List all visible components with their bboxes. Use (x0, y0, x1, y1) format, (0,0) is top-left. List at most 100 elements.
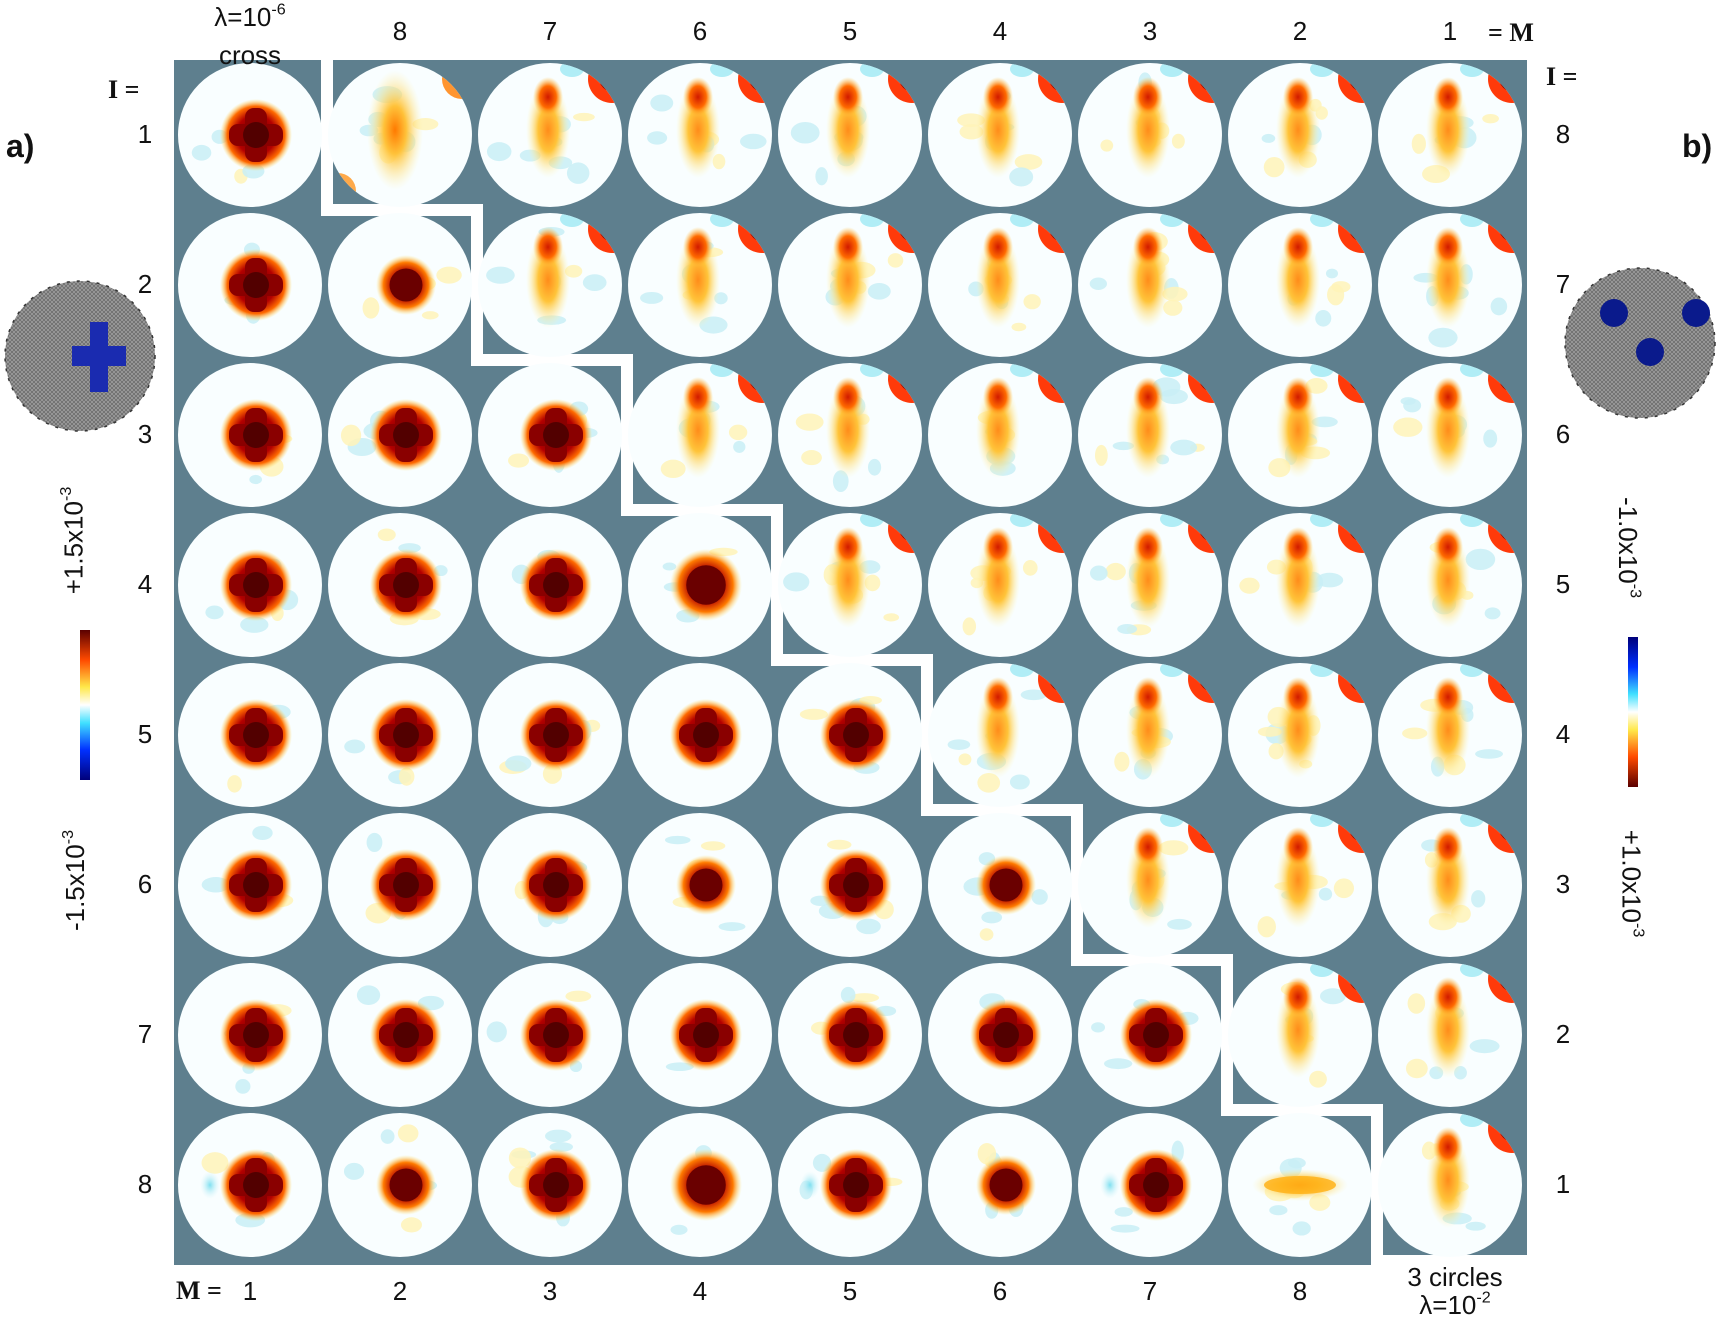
ripple-cyan (235, 1079, 251, 1094)
bottom-M-value: 1 (242, 1276, 258, 1306)
ripple-yellow (1239, 577, 1260, 594)
ripple-yellow (799, 708, 828, 720)
I-label-left: I = (108, 75, 140, 104)
ripple-cyan (670, 1224, 688, 1235)
ripple-cyan (840, 986, 856, 1003)
cross-core (543, 872, 569, 898)
ripple-cyan (647, 131, 668, 145)
ripple-yellow (362, 297, 380, 319)
cross-reconstruction-I7-M5 (778, 963, 922, 1107)
ripple-cyan (1484, 607, 1501, 620)
ripple-yellow (398, 767, 415, 786)
ripple-yellow (660, 459, 686, 479)
top-M-value: 8 (392, 16, 408, 46)
M-label-bottom: M = (176, 1276, 222, 1305)
cross-reconstruction-I6-M6 (928, 813, 1072, 957)
cross-core (393, 722, 419, 748)
cross-reconstruction-I8-M6 (928, 1113, 1072, 1257)
head-glow (533, 227, 563, 267)
ripple-cyan (1465, 1221, 1486, 1231)
top-M-value: 7 (542, 16, 558, 46)
head-glow (1133, 377, 1163, 417)
colorbar-b (1628, 637, 1638, 787)
ripple-yellow (340, 424, 362, 447)
ripple-yellow (1482, 113, 1499, 124)
cross-core (543, 1022, 569, 1048)
ripple-cyan (1114, 1207, 1133, 1217)
circles-reconstruction-row4-col7 (1228, 513, 1372, 657)
cross-core (393, 422, 419, 448)
ripple-cyan (343, 1162, 365, 1180)
ripple-cyan (790, 121, 820, 144)
ripple-cyan (815, 167, 828, 186)
ripple-cyan (1269, 1205, 1288, 1216)
cross-reconstruction-I8-M7 (1078, 1113, 1222, 1257)
ripple-yellow (958, 753, 972, 766)
ripple-yellow (227, 775, 242, 793)
head-glow (983, 677, 1013, 717)
head-glow (1433, 227, 1463, 267)
ripple-cyan (718, 922, 746, 932)
ripple-yellow (795, 413, 824, 431)
ripple-cyan (191, 144, 212, 161)
bottom-M-value: 7 (1142, 1276, 1158, 1306)
top-M-value: 3 (1142, 16, 1158, 46)
head-glow (983, 377, 1013, 417)
head-glow (1283, 827, 1313, 867)
ripple-yellow (977, 772, 1001, 793)
ripple-yellow (827, 839, 852, 850)
ripple-cyan (640, 291, 664, 304)
top-M-value: 1 (1442, 16, 1458, 46)
target-circle-1 (1600, 299, 1628, 327)
left-I-value: 2 (137, 269, 153, 299)
head-glow (983, 77, 1013, 117)
I-label-right: I = (1546, 62, 1578, 91)
colorbar-a-min-label: -1.5x10-3 (58, 829, 91, 932)
ripple-yellow (1407, 993, 1426, 1014)
right-I-value: 6 (1555, 419, 1571, 449)
ripple-yellow (1333, 878, 1355, 899)
ripple-yellow (1257, 726, 1282, 737)
target-b-label: 3 circles (1407, 1262, 1503, 1292)
ripple-cyan (1475, 749, 1504, 759)
cross-core (243, 872, 269, 898)
ripple-cyan (1325, 268, 1338, 279)
left-I-value: 3 (137, 419, 153, 449)
left-I-value: 8 (137, 1169, 153, 1199)
ripple-yellow (1105, 562, 1126, 581)
blob-core (686, 1165, 726, 1205)
ripple-cyan (1403, 398, 1422, 413)
colorbar-b-bottom-label: +1.0x10-3 (1616, 829, 1648, 938)
blob-core (389, 1168, 423, 1202)
target-circle-3 (1636, 338, 1664, 366)
left-I-value: 7 (137, 1019, 153, 1049)
cross-core (543, 572, 569, 598)
head-glow (1133, 77, 1163, 117)
cross-reconstruction-I5-M4 (628, 663, 772, 807)
left-I-value: 4 (137, 569, 153, 599)
ripple-cyan (582, 274, 607, 291)
head-glow (1283, 77, 1313, 117)
head-glow (983, 527, 1013, 567)
head-glow (1433, 527, 1463, 567)
ripple-yellow (1114, 751, 1130, 772)
bottom-M-value: 3 (542, 1276, 558, 1306)
circles-reconstruction-row8-col8 (1378, 1113, 1522, 1257)
M-label-top: = M (1488, 18, 1534, 47)
cross-reconstruction-I3-M2 (328, 363, 472, 507)
ripple-cyan (662, 562, 677, 571)
blob-core (389, 268, 423, 302)
head-glow (683, 77, 713, 117)
cross-core (693, 722, 719, 748)
ripple-yellow (1163, 299, 1183, 316)
ripple-cyan (856, 918, 881, 935)
ripple-cyan (1465, 548, 1496, 571)
cross-core (843, 1172, 869, 1198)
ripple-yellow (508, 453, 530, 468)
right-I-value: 3 (1555, 869, 1571, 899)
ripple-cyan (664, 835, 691, 845)
cross-reconstruction-I7-M3 (478, 963, 622, 1107)
bottom-M-value: 8 (1292, 1276, 1308, 1306)
cross-reconstruction-I8-M2 (328, 1113, 472, 1257)
ripple-cyan (650, 94, 674, 112)
